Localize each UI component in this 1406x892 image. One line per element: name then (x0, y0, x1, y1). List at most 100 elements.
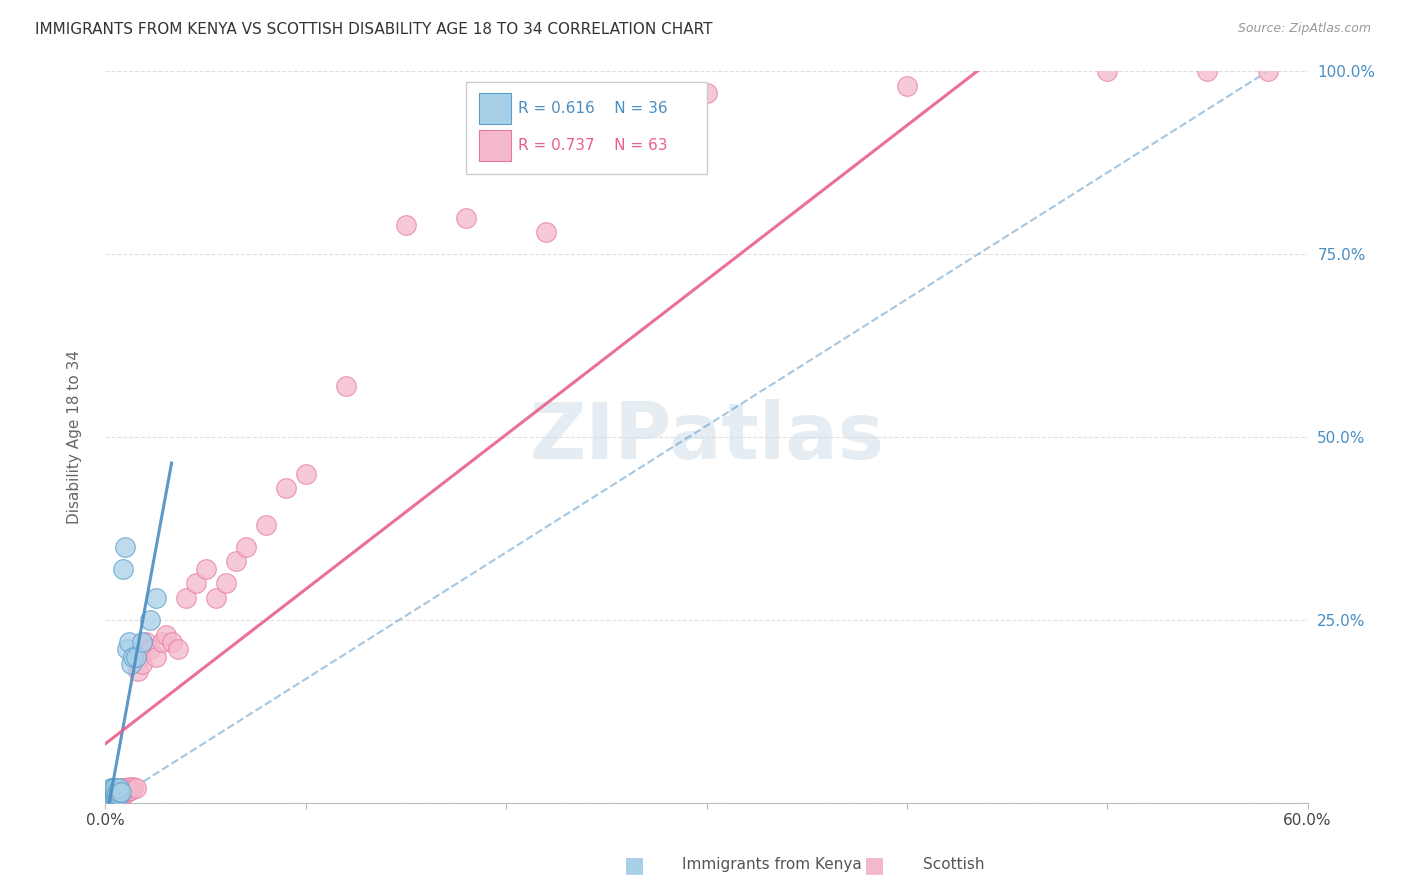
Point (112, 784, 135, 798)
Point (100, 789, 122, 804)
Point (534, 225, 557, 239)
Point (108, 789, 131, 804)
Point (107, 785, 129, 799)
Text: ■: ■ (624, 855, 645, 875)
Point (103, 789, 125, 803)
Point (96, 792, 118, 806)
Point (100, 792, 122, 806)
Point (118, 635, 141, 649)
Point (107, 792, 129, 806)
Point (395, 218, 418, 232)
Point (118, 780, 141, 794)
Point (204, 591, 226, 605)
Point (104, 789, 127, 803)
Y-axis label: Disability Age 18 to 34: Disability Age 18 to 34 (67, 350, 82, 524)
Point (104, 787, 127, 801)
Text: IMMIGRANTS FROM KENYA VS SCOTTISH DISABILITY AGE 18 TO 34 CORRELATION CHART: IMMIGRANTS FROM KENYA VS SCOTTISH DISABI… (35, 22, 713, 37)
Point (104, 781, 127, 796)
Point (114, 785, 136, 799)
Point (108, 782, 131, 797)
Point (96, 789, 118, 804)
Point (98, 789, 121, 804)
Point (108, 787, 131, 801)
Text: ZIPatlas: ZIPatlas (529, 399, 884, 475)
Point (103, 781, 125, 796)
Point (98, 785, 121, 799)
Point (1097, 64, 1119, 78)
Point (135, 635, 157, 649)
Text: R = 0.737    N = 63: R = 0.737 N = 63 (517, 137, 668, 153)
Point (235, 540, 257, 554)
Point (96, 789, 118, 804)
Point (121, 657, 143, 671)
Point (117, 785, 139, 799)
Point (117, 642, 139, 657)
Point (103, 792, 125, 806)
Point (104, 785, 127, 799)
Point (1257, 64, 1279, 78)
Point (100, 787, 122, 801)
Point (100, 789, 122, 803)
Point (454, 211, 477, 225)
Point (96, 787, 118, 801)
Point (103, 789, 125, 804)
Point (214, 576, 236, 591)
Point (160, 635, 183, 649)
Text: Scottish: Scottish (922, 857, 984, 872)
Point (225, 554, 247, 568)
Point (295, 467, 318, 481)
Point (124, 781, 146, 796)
Point (131, 635, 153, 649)
Point (150, 635, 173, 649)
Point (108, 785, 131, 799)
Point (114, 781, 136, 796)
Point (108, 781, 131, 796)
Point (104, 789, 127, 804)
Point (254, 517, 277, 532)
FancyBboxPatch shape (465, 82, 707, 174)
Point (98, 789, 121, 803)
Point (184, 576, 207, 591)
Point (104, 789, 127, 804)
Point (110, 785, 132, 799)
Point (145, 649, 167, 664)
Point (335, 379, 357, 393)
Point (98, 789, 121, 803)
Point (112, 789, 135, 803)
Point (103, 787, 125, 801)
FancyBboxPatch shape (479, 130, 510, 161)
Point (274, 481, 297, 495)
Text: Source: ZipAtlas.com: Source: ZipAtlas.com (1237, 22, 1371, 36)
Point (121, 782, 143, 797)
Point (98, 792, 121, 806)
Point (110, 785, 132, 799)
Point (896, 78, 918, 93)
Point (98, 792, 121, 806)
Point (155, 627, 177, 641)
Point (112, 562, 135, 576)
Point (100, 789, 122, 804)
Point (107, 785, 129, 799)
Point (128, 649, 150, 664)
Point (127, 664, 149, 678)
Point (103, 792, 125, 806)
Point (103, 785, 125, 799)
Point (110, 781, 132, 796)
Point (166, 642, 188, 657)
Point (131, 657, 153, 671)
Point (194, 562, 217, 576)
Text: ■: ■ (865, 855, 886, 875)
Point (122, 780, 145, 794)
Point (100, 781, 122, 796)
Point (122, 649, 145, 664)
Point (114, 540, 136, 554)
Text: R = 0.616    N = 36: R = 0.616 N = 36 (517, 101, 668, 116)
Point (145, 591, 167, 605)
Point (174, 591, 197, 605)
Point (104, 784, 127, 798)
Point (104, 792, 127, 806)
Point (110, 789, 132, 803)
Point (1197, 64, 1219, 78)
Point (100, 785, 122, 799)
Point (118, 782, 141, 797)
